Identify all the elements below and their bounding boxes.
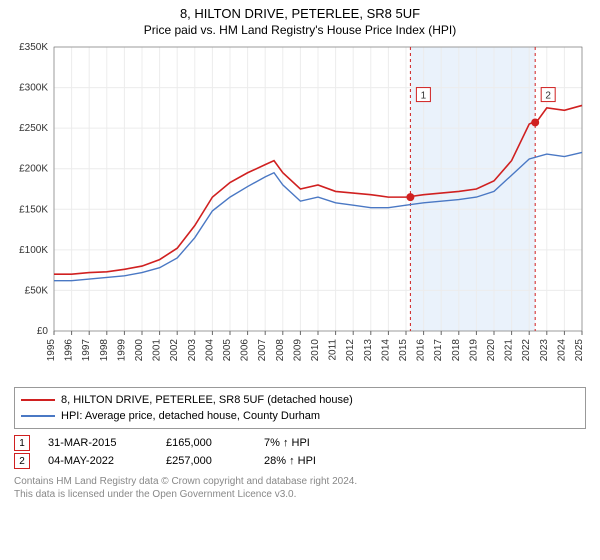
svg-text:2010: 2010 bbox=[310, 339, 321, 362]
svg-text:2: 2 bbox=[545, 91, 551, 102]
legend: 8, HILTON DRIVE, PETERLEE, SR8 5UF (deta… bbox=[14, 387, 586, 429]
svg-text:1996: 1996 bbox=[64, 339, 75, 362]
svg-text:2022: 2022 bbox=[521, 339, 532, 362]
svg-text:1999: 1999 bbox=[116, 339, 127, 362]
svg-text:£50K: £50K bbox=[25, 285, 49, 296]
legend-label: 8, HILTON DRIVE, PETERLEE, SR8 5UF (deta… bbox=[61, 392, 353, 408]
svg-text:2005: 2005 bbox=[222, 339, 233, 362]
svg-text:2008: 2008 bbox=[275, 339, 286, 362]
attribution: Contains HM Land Registry data © Crown c… bbox=[14, 475, 586, 501]
svg-text:2021: 2021 bbox=[504, 339, 515, 362]
svg-text:2012: 2012 bbox=[345, 339, 356, 362]
legend-swatch bbox=[21, 399, 55, 401]
svg-text:2017: 2017 bbox=[433, 339, 444, 362]
attr-line1: Contains HM Land Registry data © Crown c… bbox=[14, 475, 586, 488]
svg-text:1998: 1998 bbox=[99, 339, 110, 362]
svg-text:2025: 2025 bbox=[574, 339, 585, 362]
marker-table: 1 31-MAR-2015 £165,000 7% ↑ HPI 2 04-MAY-2022… bbox=[14, 435, 586, 469]
svg-text:2006: 2006 bbox=[240, 339, 251, 362]
svg-text:2013: 2013 bbox=[363, 339, 374, 362]
svg-text:1: 1 bbox=[421, 91, 427, 102]
marker-date: 04-MAY-2022 bbox=[48, 455, 148, 467]
price-chart: £0 £50K £100K £150K £200K £250K £300K £350K 1995… bbox=[10, 41, 590, 381]
svg-text:£0: £0 bbox=[37, 326, 49, 337]
marker-num: 1 bbox=[14, 435, 30, 451]
svg-text:£250K: £250K bbox=[19, 123, 48, 134]
svg-text:1997: 1997 bbox=[81, 339, 92, 362]
svg-text:2004: 2004 bbox=[204, 339, 215, 362]
page-title: 8, HILTON DRIVE, PETERLEE, SR8 5UF bbox=[10, 6, 590, 21]
svg-text:£150K: £150K bbox=[19, 204, 48, 215]
page-subtitle: Price paid vs. HM Land Registry's House … bbox=[10, 23, 590, 37]
marker-price: £257,000 bbox=[166, 455, 246, 467]
legend-item: 8, HILTON DRIVE, PETERLEE, SR8 5UF (deta… bbox=[21, 392, 579, 408]
svg-text:2002: 2002 bbox=[169, 339, 180, 362]
svg-text:2023: 2023 bbox=[539, 339, 550, 362]
marker-row: 1 31-MAR-2015 £165,000 7% ↑ HPI bbox=[14, 435, 586, 451]
marker-num: 2 bbox=[14, 453, 30, 469]
svg-text:2014: 2014 bbox=[380, 339, 391, 362]
svg-text:2015: 2015 bbox=[398, 339, 409, 362]
svg-text:2024: 2024 bbox=[556, 339, 567, 362]
svg-text:2016: 2016 bbox=[416, 339, 427, 362]
marker-row: 2 04-MAY-2022 £257,000 28% ↑ HPI bbox=[14, 453, 586, 469]
legend-item: HPI: Average price, detached house, Coun… bbox=[21, 408, 579, 424]
marker-delta: 28% ↑ HPI bbox=[264, 455, 316, 467]
svg-text:2009: 2009 bbox=[292, 339, 303, 362]
svg-text:2007: 2007 bbox=[257, 339, 268, 362]
marker-delta: 7% ↑ HPI bbox=[264, 437, 310, 449]
svg-text:2020: 2020 bbox=[486, 339, 497, 362]
svg-text:2001: 2001 bbox=[152, 339, 163, 362]
legend-label: HPI: Average price, detached house, Coun… bbox=[61, 408, 320, 424]
svg-text:1995: 1995 bbox=[46, 339, 57, 362]
svg-text:2003: 2003 bbox=[187, 339, 198, 362]
svg-text:£300K: £300K bbox=[19, 83, 48, 94]
svg-text:£200K: £200K bbox=[19, 164, 48, 175]
svg-text:2019: 2019 bbox=[468, 339, 479, 362]
svg-text:£100K: £100K bbox=[19, 245, 48, 256]
svg-text:2000: 2000 bbox=[134, 339, 145, 362]
svg-text:£350K: £350K bbox=[19, 42, 48, 53]
legend-swatch bbox=[21, 415, 55, 417]
marker-date: 31-MAR-2015 bbox=[48, 437, 148, 449]
svg-text:2011: 2011 bbox=[328, 339, 339, 361]
attr-line2: This data is licensed under the Open Gov… bbox=[14, 488, 586, 501]
svg-text:2018: 2018 bbox=[451, 339, 462, 362]
marker-price: £165,000 bbox=[166, 437, 246, 449]
